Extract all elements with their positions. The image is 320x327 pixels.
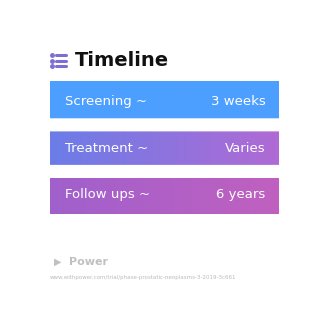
FancyBboxPatch shape — [43, 121, 285, 175]
Text: Timeline: Timeline — [75, 51, 169, 70]
Text: Screening ~: Screening ~ — [65, 95, 147, 108]
Text: Follow ups ~: Follow ups ~ — [65, 188, 150, 201]
Text: Treatment ~: Treatment ~ — [65, 142, 148, 155]
Text: Power: Power — [68, 257, 108, 267]
Text: 6 years: 6 years — [216, 188, 266, 201]
Text: ▶: ▶ — [54, 257, 61, 267]
Text: www.withpower.com/trial/phase-prostatic-neoplasms-3-2019-3c661: www.withpower.com/trial/phase-prostatic-… — [50, 275, 236, 280]
Text: 3 weeks: 3 weeks — [211, 95, 266, 108]
FancyBboxPatch shape — [43, 168, 285, 222]
FancyBboxPatch shape — [43, 75, 285, 129]
FancyBboxPatch shape — [43, 121, 285, 175]
FancyBboxPatch shape — [43, 75, 285, 129]
FancyBboxPatch shape — [43, 168, 285, 222]
Text: Varies: Varies — [225, 142, 266, 155]
